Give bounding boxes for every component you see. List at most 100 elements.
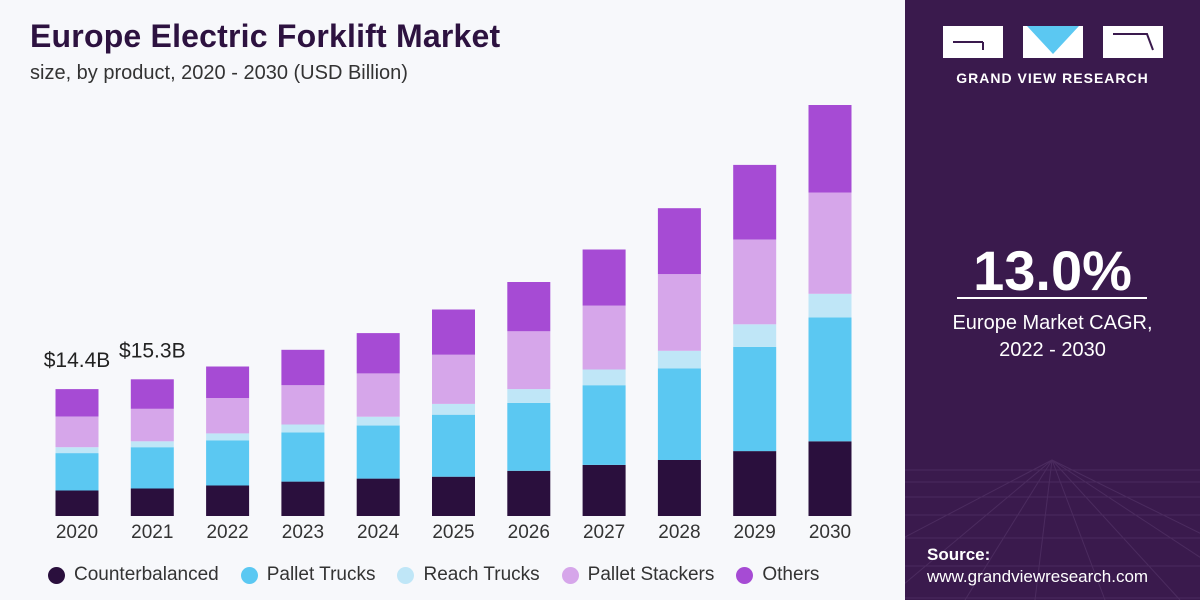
bar-segment-2027-pallet-stackers <box>582 305 626 370</box>
bar-segment-2027-reach-trucks <box>582 369 626 386</box>
cagr-value: 13.0% <box>973 239 1132 302</box>
stacked-bar-chart: 2020 2021 2022 2023 2024 2025 2026 2027 2028 2029… <box>44 105 852 543</box>
bar-segment-2022-pallet-stackers <box>206 398 250 434</box>
legend-swatch <box>48 566 65 584</box>
legend-item-pallet-trucks: Pallet Trucks <box>240 564 376 586</box>
x-tick-label: 2024 <box>357 522 400 543</box>
cagr-label-line2: 2022 - 2030 <box>999 339 1106 361</box>
x-tick-label: 2028 <box>658 522 700 543</box>
bar-segment-2025-counterbalanced <box>432 476 475 516</box>
bar-segment-2027-counterbalanced <box>582 464 626 516</box>
bar-segment-2025-pallet-trucks <box>432 414 475 477</box>
legend-item-reach-trucks: Reach Trucks <box>397 564 540 586</box>
legend-label: Pallet Trucks <box>266 564 376 585</box>
bar-segment-2025-pallet-stackers <box>432 354 475 404</box>
bar-segment-2029-pallet-stackers <box>733 239 777 325</box>
data-label-total: $15.3B <box>119 339 186 362</box>
bar-segment-2023-counterbalanced <box>281 481 325 516</box>
bar-segment-2026-others <box>507 282 551 332</box>
x-tick-label: 2026 <box>508 522 550 543</box>
x-tick-label: 2027 <box>583 522 625 543</box>
bar-segment-2022-reach-trucks <box>206 433 250 441</box>
cagr-label: Europe Market CAGR, 2022 - 2030 <box>905 310 1200 364</box>
bar-segment-2024-counterbalanced <box>356 478 400 516</box>
bar-segment-2029-others <box>733 164 777 240</box>
bar-segment-2030-reach-trucks <box>808 293 852 318</box>
bar-segment-2024-pallet-trucks <box>356 425 400 479</box>
bar-segment-2028-pallet-stackers <box>657 274 701 351</box>
cagr-divider <box>957 297 1147 299</box>
x-tick-label: 2023 <box>282 522 324 543</box>
bar-segment-2021-pallet-trucks <box>130 447 174 489</box>
legend-label: Counterbalanced <box>74 564 219 585</box>
bar-segment-2028-reach-trucks <box>657 350 701 369</box>
legend-label: Others <box>762 564 820 585</box>
x-tick-label: 2029 <box>734 522 776 543</box>
legend-item-pallet-stackers: Pallet Stackers <box>561 564 715 586</box>
bar-segment-2030-counterbalanced <box>808 441 852 516</box>
bar-segment-2028-pallet-trucks <box>657 368 701 460</box>
bar-segment-2020-pallet-stackers <box>55 416 99 448</box>
source-link[interactable]: www.grandviewresearch.com <box>927 567 1149 586</box>
x-tick-label: 2025 <box>432 522 474 543</box>
perspective-grid-decoration <box>905 459 1200 600</box>
bar-segment-2027-others <box>582 249 626 306</box>
bar-segment-2022-pallet-trucks <box>206 440 250 486</box>
x-tick-label: 2030 <box>809 522 851 543</box>
bar-segment-2023-pallet-stackers <box>281 385 325 425</box>
bar-segment-2025-reach-trucks <box>432 403 475 415</box>
chart-legend: Counterbalanced Pallet Trucks Reach Trucks… <box>48 564 841 586</box>
legend-item-counterbalanced: Counterbalanced <box>48 564 219 586</box>
legend-label: Pallet Stackers <box>587 564 715 585</box>
legend-swatch <box>561 566 579 584</box>
bar-segment-2026-counterbalanced <box>507 470 551 516</box>
bar-segment-2023-pallet-trucks <box>281 432 325 482</box>
chart-title: Europe Electric Forklift Market <box>30 18 501 54</box>
bar-segment-2023-others <box>281 349 325 386</box>
bar-segment-2022-counterbalanced <box>206 485 250 516</box>
bar-segment-2028-others <box>657 208 701 275</box>
legend-swatch <box>397 566 415 584</box>
side-panel: GRAND VIEW RESEARCH 13.0% Europe Market … <box>905 0 1200 600</box>
bar-segment-2021-counterbalanced <box>130 488 174 516</box>
bar-segment-2026-reach-trucks <box>507 389 551 403</box>
bar-segment-2025-others <box>432 309 475 355</box>
bar-segment-2021-others <box>130 379 174 409</box>
grand-view-research-logo-icon <box>943 26 1163 58</box>
x-tick-label: 2020 <box>56 522 98 543</box>
chart-panel: Europe Electric Forklift Market size, by… <box>30 18 852 586</box>
bar-segment-2020-reach-trucks <box>55 447 99 454</box>
legend-swatch <box>240 566 258 584</box>
bar-segment-2028-counterbalanced <box>657 459 701 516</box>
bar-segment-2024-reach-trucks <box>356 416 400 426</box>
bar-segment-2021-reach-trucks <box>130 441 174 448</box>
x-tick-label: 2022 <box>206 522 248 543</box>
legend-item-others: Others <box>736 564 819 586</box>
brand-name: GRAND VIEW RESEARCH <box>956 70 1149 86</box>
bar-segment-2030-pallet-trucks <box>808 317 852 442</box>
bar-segment-2020-counterbalanced <box>55 490 99 516</box>
x-tick-label: 2021 <box>131 522 173 543</box>
bar-segment-2030-pallet-stackers <box>808 192 852 294</box>
bar-segment-2023-reach-trucks <box>281 424 325 433</box>
bar-segment-2029-reach-trucks <box>733 324 777 347</box>
bar-segment-2024-pallet-stackers <box>356 373 400 417</box>
bar-segment-2026-pallet-stackers <box>507 331 551 390</box>
bar-segment-2026-pallet-trucks <box>507 402 551 471</box>
legend-label: Reach Trucks <box>423 564 540 585</box>
legend-swatch <box>736 566 754 584</box>
bar-segment-2021-pallet-stackers <box>130 408 174 442</box>
bar-segment-2030-others <box>808 105 852 193</box>
data-label-total: $14.4B <box>44 349 111 372</box>
bar-segment-2020-others <box>55 389 99 417</box>
source-label: Source: <box>927 545 991 564</box>
bar-segment-2022-others <box>206 366 250 398</box>
chart-subtitle: size, by product, 2020 - 2030 (USD Billi… <box>30 62 408 84</box>
cagr-label-line1: Europe Market CAGR, <box>952 312 1153 334</box>
bar-segment-2029-pallet-trucks <box>733 346 777 452</box>
bar-segment-2027-pallet-trucks <box>582 385 626 465</box>
bar-segment-2020-pallet-trucks <box>55 453 99 491</box>
bar-segment-2024-others <box>356 333 400 374</box>
bar-segment-2029-counterbalanced <box>733 451 777 516</box>
